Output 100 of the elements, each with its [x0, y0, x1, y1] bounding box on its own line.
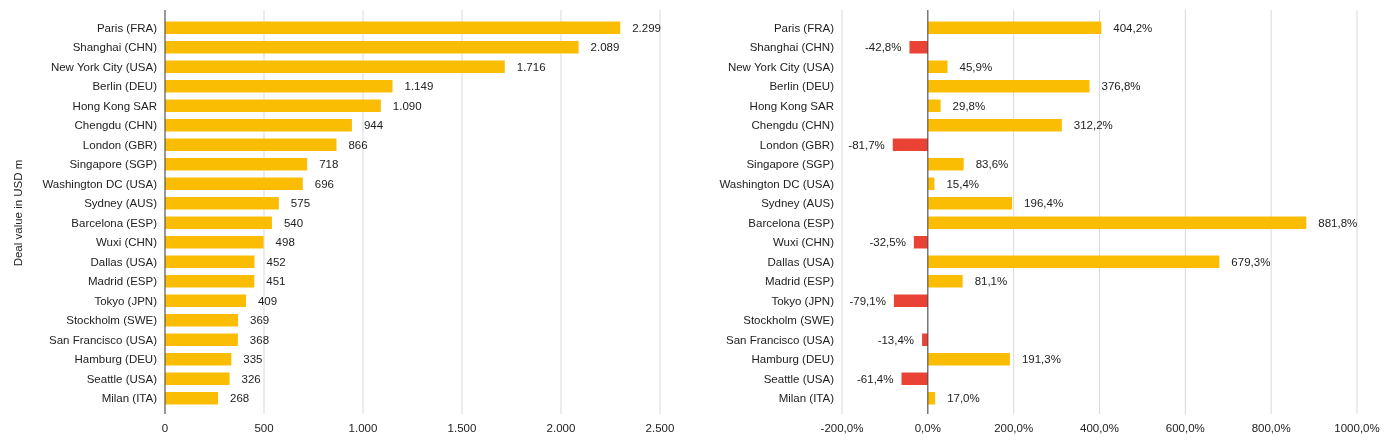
data-label: -81,7%	[848, 138, 885, 151]
y-tick-label: Sydney (AUS)	[761, 197, 835, 210]
data-label: 451	[266, 275, 286, 288]
bar	[165, 197, 279, 210]
y-tick-label: Wuxi (CHN)	[772, 236, 835, 249]
bar	[927, 119, 1062, 132]
y-tick-label: New York City (USA)	[727, 60, 835, 73]
y-tick-label: Milan (ITA)	[778, 392, 835, 405]
x-tick-label: 2.500	[645, 422, 675, 434]
y-tick-label: Shanghai (CHN)	[749, 41, 835, 54]
data-label: 881,8%	[1318, 216, 1358, 229]
data-label: -13,4%	[877, 333, 915, 346]
data-label: 540	[283, 216, 304, 229]
bar	[901, 372, 928, 385]
bar	[165, 41, 579, 54]
data-label: 83,6%	[975, 158, 1009, 171]
bar	[927, 353, 1010, 366]
x-tick-label: -200,0%	[820, 422, 864, 434]
data-label: 312,2%	[1073, 119, 1113, 132]
data-label: 81,1%	[974, 275, 1008, 288]
bar	[165, 392, 219, 405]
y-tick-label: Madrid (ESP)	[764, 275, 835, 288]
y-tick-label: London (GBR)	[759, 138, 835, 151]
bar	[892, 138, 928, 151]
data-label: -32,5%	[869, 236, 906, 249]
data-label: 498	[275, 236, 295, 249]
data-label: 679,3%	[1231, 255, 1271, 268]
x-tick-label: 500	[254, 422, 274, 434]
y-tick-label: Madrid (ESP)	[87, 275, 158, 288]
x-tick-label: 600,0%	[1165, 422, 1205, 434]
bar	[927, 80, 1090, 93]
bar	[927, 197, 1013, 210]
bar	[165, 60, 505, 73]
y-tick-label: San Francisco (USA)	[725, 333, 835, 346]
y-tick-label: Chengdu (CHN)	[74, 119, 158, 132]
data-label: 2.089	[590, 41, 620, 54]
bar	[165, 80, 393, 93]
data-label: 696	[314, 177, 334, 190]
y-tick-label: Barcelona (ESP)	[71, 216, 158, 229]
y-tick-label: Hamburg (DEU)	[74, 353, 158, 366]
data-label: 326	[241, 372, 261, 385]
y-tick-label: Paris (FRA)	[96, 21, 158, 34]
y-tick-label: Berlin (DEU)	[769, 80, 835, 93]
bar	[893, 294, 928, 307]
data-label: 369	[250, 314, 270, 327]
data-label: 866	[348, 138, 368, 151]
data-label: 17,0%	[947, 392, 980, 405]
data-label: 1.716	[516, 60, 546, 73]
data-label: 575	[290, 197, 311, 210]
y-tick-label: Hong Kong SAR	[749, 99, 834, 112]
y-tick-label: Seattle (USA)	[763, 372, 835, 385]
x-tick-label: 1000,0%	[1334, 422, 1380, 434]
bar	[165, 255, 255, 268]
y-tick-label: Stockholm (SWE)	[743, 314, 835, 327]
bar	[165, 177, 303, 190]
y-tick-label: Washington DC (USA)	[719, 177, 835, 190]
y-tick-label: Barcelona (ESP)	[748, 216, 835, 229]
data-label: -61,4%	[857, 372, 894, 385]
bar	[165, 119, 352, 132]
y-tick-label: New York City (USA)	[50, 60, 158, 73]
x-tick-label: 1.500	[447, 422, 477, 434]
bar	[927, 60, 948, 73]
y-tick-label: Washington DC (USA)	[42, 177, 158, 190]
bar	[165, 314, 239, 327]
y-tick-label: Stockholm (SWE)	[66, 314, 158, 327]
x-tick-label: 800,0%	[1251, 422, 1291, 434]
bar	[927, 255, 1220, 268]
y-tick-label: Paris (FRA)	[773, 21, 835, 34]
y-tick-label: Hong Kong SAR	[72, 99, 157, 112]
data-label: 452	[266, 255, 286, 268]
x-tick-label: 1.000	[348, 422, 378, 434]
x-tick-label: 400,0%	[1079, 422, 1120, 434]
bar	[165, 353, 232, 366]
data-label: 2.299	[632, 21, 661, 34]
data-label: 944	[363, 119, 384, 132]
bar	[165, 275, 255, 288]
y-tick-label: Chengdu (CHN)	[751, 119, 835, 132]
y-tick-label: Tokyo (JPN)	[94, 294, 158, 307]
bar	[165, 138, 337, 151]
data-label: 29,8%	[952, 99, 986, 112]
y-tick-label: Wuxi (CHN)	[95, 236, 158, 249]
data-label: -42,8%	[865, 41, 902, 54]
y-tick-label: London (GBR)	[82, 138, 158, 151]
y-tick-label: Tokyo (JPN)	[771, 294, 835, 307]
bar	[913, 236, 928, 249]
y-tick-label: San Francisco (USA)	[48, 333, 158, 346]
bar	[165, 21, 621, 34]
y-tick-label: Seattle (USA)	[86, 372, 158, 385]
y-axis-title: Deal value in USD m	[12, 159, 24, 267]
data-label: 409	[257, 294, 278, 307]
bar	[165, 216, 272, 229]
data-label: 1.090	[392, 99, 422, 112]
y-tick-label: Dallas (USA)	[767, 255, 835, 268]
bar	[165, 236, 264, 249]
x-tick-label: 2.000	[546, 422, 576, 434]
data-label: 268	[230, 392, 250, 405]
y-tick-label: Sydney (AUS)	[84, 197, 158, 210]
bar	[165, 372, 230, 385]
y-tick-label: Dallas (USA)	[90, 255, 158, 268]
x-tick-label: 0,0%	[914, 422, 941, 434]
